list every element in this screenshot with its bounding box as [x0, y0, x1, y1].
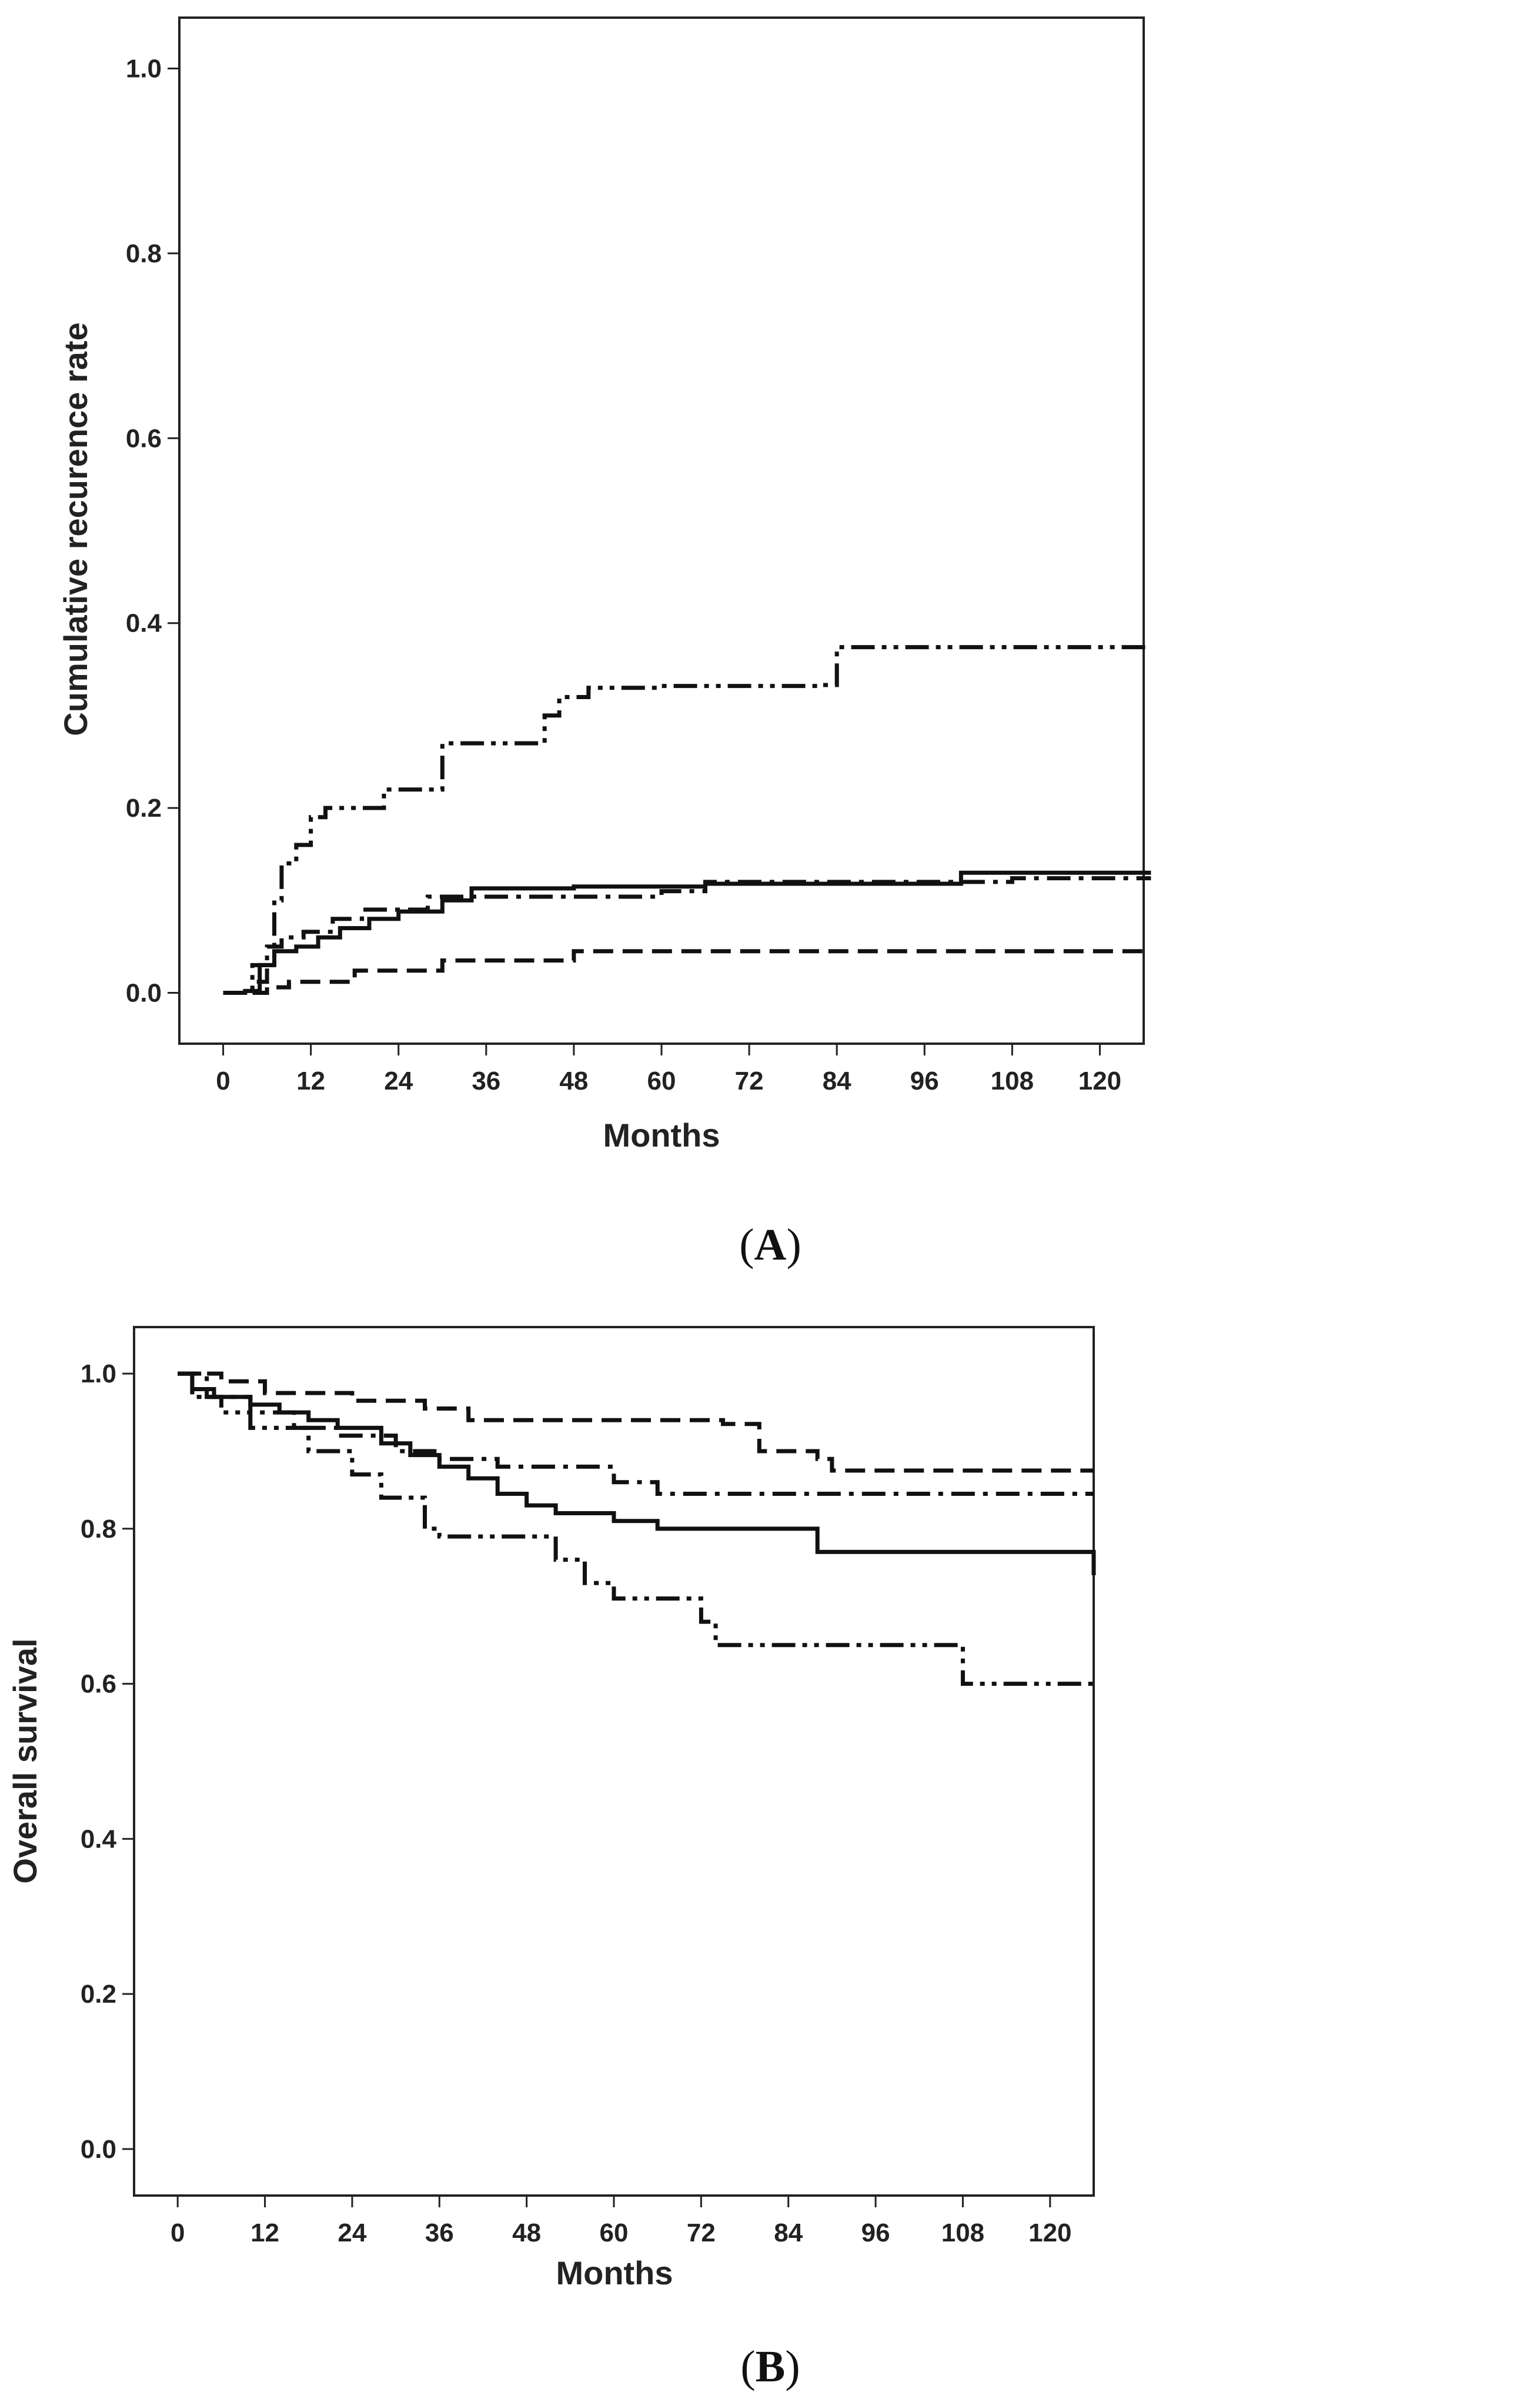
panel-b-axes: 0 12 24 36 48 60 72 84 96 108 120 0.0 0.2 0.4 0.6 0.8 1.… [81, 1359, 1072, 2247]
panel-a-caption-letter: A [754, 1220, 787, 1269]
panel-a-ytick-label: 0.8 [126, 239, 162, 268]
panel-a-ytick-label: 0.4 [126, 609, 162, 638]
panel-a-axes: 0 12 24 36 48 60 72 84 96 108 120 0.0 0.2 0.4 0.6 0.8 1.… [126, 54, 1121, 1095]
panel-a-ytick-label: 0.6 [126, 424, 162, 453]
panel-a-ylabel: Cumulative recurence rate [57, 322, 94, 736]
panel-b-plot-frame [133, 1326, 1095, 2197]
panel-b-series [178, 1371, 1096, 1686]
panel-b: 0 12 24 36 48 60 72 84 96 108 120 0.0 0.2 0.4 0.6 0.8 1.… [6, 1326, 1096, 2391]
panel-b-xtick-label: 0 [171, 2218, 185, 2247]
panel-b-ytick-label: 0.4 [81, 1825, 117, 1853]
panel-a: 0 12 24 36 48 60 72 84 96 108 120 0.0 0.2 0.4 0.6 0.8 1.… [57, 16, 1151, 1269]
panel-b-ytick-label: 0.6 [81, 1670, 116, 1699]
panel-a-xtick-label: 0 [216, 1067, 230, 1095]
panel-a-ytick-label: 0.2 [126, 794, 162, 823]
panel-b-xtick-label: 48 [512, 2218, 541, 2247]
panel-a-xtick-label: 36 [472, 1067, 500, 1095]
panel-b-ytick-label: 0.8 [81, 1515, 116, 1543]
panel-b-ylabel: Overall survival [6, 1638, 44, 1883]
panel-a-xtick-label: 108 [991, 1067, 1034, 1095]
panel-a-ytick-label: 1.0 [126, 54, 162, 83]
panel-b-xtick-label: 108 [941, 2218, 984, 2247]
panel-a-xtick-label: 60 [647, 1067, 676, 1095]
panel-a-xtick-label: 48 [559, 1067, 588, 1095]
panel-a-series-nr [223, 645, 1151, 995]
panel-a-xtick-label: 72 [735, 1067, 764, 1095]
panel-b-xtick-label: 120 [1028, 2218, 1071, 2247]
panel-b-xtick-label: 60 [600, 2218, 629, 2247]
panel-b-ytick-label: 0.0 [81, 2135, 116, 2164]
panel-b-xtick-label: 36 [425, 2218, 454, 2247]
panel-b-series-cr [178, 1371, 1094, 1473]
panel-b-series-nr [178, 1371, 1094, 1686]
panel-a-xtick-label: 24 [384, 1067, 413, 1095]
panel-a-ytick-label: 0.0 [126, 979, 162, 1008]
panel-a-xlabel: Months [603, 1117, 720, 1154]
panel-b-caption-close: ) [785, 2342, 800, 2391]
panel-b-xtick-label: 12 [250, 2218, 279, 2247]
panel-a-xtick-label: 120 [1078, 1067, 1121, 1095]
panel-b-caption-open: ( [740, 2342, 755, 2391]
panel-a-series-cr [223, 949, 1151, 995]
panel-a-xtick-label: 12 [296, 1067, 325, 1095]
panel-a-series-pr [223, 876, 1151, 995]
panel-b-series-pr [178, 1371, 1094, 1496]
panel-b-xlabel: Months [556, 2254, 673, 2291]
panel-b-xtick-label: 72 [687, 2218, 716, 2247]
panel-a-caption-open: ( [739, 1220, 754, 1269]
panel-b-xtick-label: 84 [774, 2218, 803, 2247]
panel-a-caption-close: ) [786, 1220, 801, 1269]
panel-b-xtick-label: 96 [861, 2218, 890, 2247]
panel-b-ytick-label: 0.2 [81, 1980, 116, 2009]
panel-a-series [223, 645, 1151, 995]
panel-a-xtick-label: 84 [823, 1067, 851, 1095]
panel-b-ytick-label: 1.0 [81, 1359, 116, 1388]
panel-a-caption: (A) [739, 1220, 801, 1269]
panel-a-xtick-label: 96 [910, 1067, 939, 1095]
panel-b-xtick-label: 24 [338, 2218, 366, 2247]
panel-b-caption-letter: B [756, 2342, 786, 2391]
panel-b-caption: (B) [740, 2342, 800, 2391]
